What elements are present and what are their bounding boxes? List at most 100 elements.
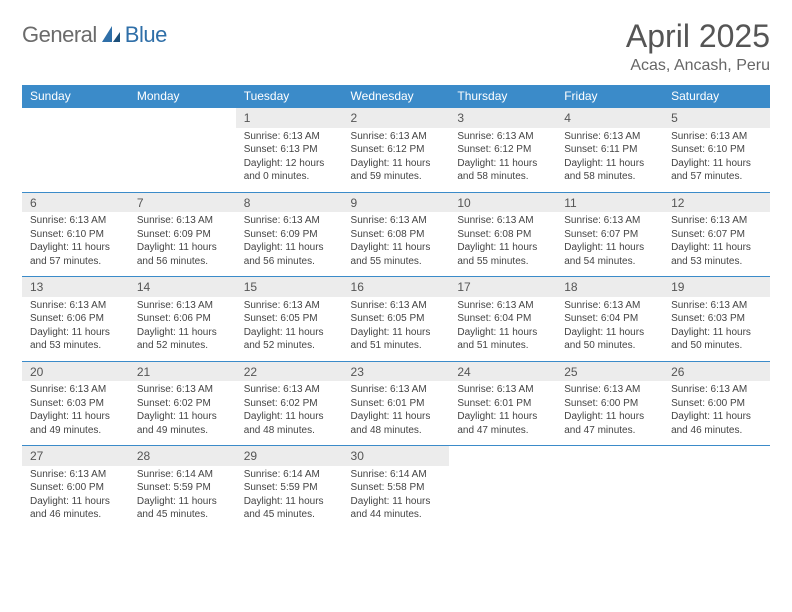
sunrise-text: Sunrise: 6:13 AM: [30, 214, 121, 228]
sunrise-text: Sunrise: 6:13 AM: [137, 299, 228, 313]
daylight-text: Daylight: 11 hours and 50 minutes.: [564, 326, 655, 353]
sunrise-text: Sunrise: 6:13 AM: [457, 214, 548, 228]
day-number-cell: 23: [343, 361, 450, 381]
day-number-cell: 20: [22, 361, 129, 381]
sunset-text: Sunset: 6:07 PM: [564, 228, 655, 242]
week-content-row: Sunrise: 6:13 AMSunset: 6:10 PMDaylight:…: [22, 212, 770, 277]
sunset-text: Sunset: 6:06 PM: [30, 312, 121, 326]
day-content-cell: Sunrise: 6:13 AMSunset: 6:09 PMDaylight:…: [129, 212, 236, 277]
sunrise-text: Sunrise: 6:13 AM: [244, 214, 335, 228]
day-header: Wednesday: [343, 85, 450, 108]
sunrise-text: Sunrise: 6:13 AM: [671, 214, 762, 228]
sunset-text: Sunset: 6:00 PM: [30, 481, 121, 495]
day-content-cell: Sunrise: 6:13 AMSunset: 6:02 PMDaylight:…: [236, 381, 343, 446]
day-header: Sunday: [22, 85, 129, 108]
daylight-text: Daylight: 11 hours and 49 minutes.: [30, 410, 121, 437]
day-content-cell: Sunrise: 6:13 AMSunset: 6:09 PMDaylight:…: [236, 212, 343, 277]
day-content-cell: Sunrise: 6:13 AMSunset: 6:05 PMDaylight:…: [343, 297, 450, 362]
sunrise-text: Sunrise: 6:13 AM: [351, 299, 442, 313]
daylight-text: Daylight: 11 hours and 50 minutes.: [671, 326, 762, 353]
sunrise-text: Sunrise: 6:13 AM: [244, 299, 335, 313]
daylight-text: Daylight: 11 hours and 48 minutes.: [244, 410, 335, 437]
day-number-cell: 6: [22, 192, 129, 212]
week-content-row: Sunrise: 6:13 AMSunset: 6:13 PMDaylight:…: [22, 128, 770, 193]
day-header: Thursday: [449, 85, 556, 108]
sunset-text: Sunset: 6:05 PM: [244, 312, 335, 326]
brand-text-2: Blue: [125, 22, 167, 48]
day-content-cell: Sunrise: 6:13 AMSunset: 6:06 PMDaylight:…: [22, 297, 129, 362]
daylight-text: Daylight: 11 hours and 45 minutes.: [137, 495, 228, 522]
day-content-cell: Sunrise: 6:13 AMSunset: 6:01 PMDaylight:…: [343, 381, 450, 446]
sunset-text: Sunset: 6:07 PM: [671, 228, 762, 242]
day-number-cell: 18: [556, 277, 663, 297]
day-number-cell: 3: [449, 108, 556, 128]
sunset-text: Sunset: 6:02 PM: [244, 397, 335, 411]
sunset-text: Sunset: 6:03 PM: [671, 312, 762, 326]
daylight-text: Daylight: 11 hours and 57 minutes.: [30, 241, 121, 268]
daylight-text: Daylight: 11 hours and 48 minutes.: [351, 410, 442, 437]
daylight-text: Daylight: 11 hours and 53 minutes.: [671, 241, 762, 268]
day-content-cell: [663, 466, 770, 530]
daylight-text: Daylight: 11 hours and 56 minutes.: [244, 241, 335, 268]
day-number-cell: 12: [663, 192, 770, 212]
day-content-cell: Sunrise: 6:13 AMSunset: 6:00 PMDaylight:…: [22, 466, 129, 530]
week-number-row: 12345: [22, 108, 770, 128]
daylight-text: Daylight: 11 hours and 55 minutes.: [351, 241, 442, 268]
day-number-cell: 22: [236, 361, 343, 381]
day-content-cell: [22, 128, 129, 193]
day-content-cell: Sunrise: 6:13 AMSunset: 6:08 PMDaylight:…: [343, 212, 450, 277]
day-content-cell: Sunrise: 6:13 AMSunset: 6:08 PMDaylight:…: [449, 212, 556, 277]
sunset-text: Sunset: 6:08 PM: [457, 228, 548, 242]
sunset-text: Sunset: 5:59 PM: [137, 481, 228, 495]
day-number-cell: 10: [449, 192, 556, 212]
day-content-cell: Sunrise: 6:13 AMSunset: 6:07 PMDaylight:…: [663, 212, 770, 277]
sunrise-text: Sunrise: 6:13 AM: [457, 383, 548, 397]
day-content-cell: [129, 128, 236, 193]
sunrise-text: Sunrise: 6:13 AM: [244, 130, 335, 144]
sunset-text: Sunset: 6:12 PM: [351, 143, 442, 157]
month-title: April 2025: [626, 18, 770, 55]
day-content-cell: Sunrise: 6:13 AMSunset: 6:11 PMDaylight:…: [556, 128, 663, 193]
day-content-cell: Sunrise: 6:13 AMSunset: 6:04 PMDaylight:…: [449, 297, 556, 362]
brand-text-1: General: [22, 22, 97, 48]
day-content-cell: Sunrise: 6:14 AMSunset: 5:59 PMDaylight:…: [236, 466, 343, 530]
sunset-text: Sunset: 5:59 PM: [244, 481, 335, 495]
day-content-cell: Sunrise: 6:13 AMSunset: 6:10 PMDaylight:…: [663, 128, 770, 193]
sunrise-text: Sunrise: 6:14 AM: [137, 468, 228, 482]
daylight-text: Daylight: 11 hours and 56 minutes.: [137, 241, 228, 268]
day-number-cell: 4: [556, 108, 663, 128]
sunset-text: Sunset: 5:58 PM: [351, 481, 442, 495]
daylight-text: Daylight: 11 hours and 52 minutes.: [137, 326, 228, 353]
daylight-text: Daylight: 11 hours and 51 minutes.: [457, 326, 548, 353]
day-number-cell: 24: [449, 361, 556, 381]
day-number-cell: 2: [343, 108, 450, 128]
day-content-cell: Sunrise: 6:13 AMSunset: 6:12 PMDaylight:…: [343, 128, 450, 193]
sunrise-text: Sunrise: 6:13 AM: [564, 299, 655, 313]
sunset-text: Sunset: 6:12 PM: [457, 143, 548, 157]
daylight-text: Daylight: 11 hours and 47 minutes.: [457, 410, 548, 437]
day-number-cell: 8: [236, 192, 343, 212]
sunrise-text: Sunrise: 6:13 AM: [351, 214, 442, 228]
day-content-cell: Sunrise: 6:13 AMSunset: 6:01 PMDaylight:…: [449, 381, 556, 446]
sunset-text: Sunset: 6:03 PM: [30, 397, 121, 411]
day-content-cell: Sunrise: 6:13 AMSunset: 6:00 PMDaylight:…: [556, 381, 663, 446]
sunset-text: Sunset: 6:11 PM: [564, 143, 655, 157]
daylight-text: Daylight: 11 hours and 54 minutes.: [564, 241, 655, 268]
week-number-row: 27282930: [22, 446, 770, 466]
day-number-cell: 15: [236, 277, 343, 297]
daylight-text: Daylight: 11 hours and 51 minutes.: [351, 326, 442, 353]
sunset-text: Sunset: 6:08 PM: [351, 228, 442, 242]
day-number-cell: 9: [343, 192, 450, 212]
day-number-cell: 16: [343, 277, 450, 297]
sunset-text: Sunset: 6:05 PM: [351, 312, 442, 326]
day-content-cell: Sunrise: 6:13 AMSunset: 6:06 PMDaylight:…: [129, 297, 236, 362]
sunset-text: Sunset: 6:00 PM: [671, 397, 762, 411]
page-header: General Blue April 2025 Acas, Ancash, Pe…: [22, 18, 770, 75]
sunrise-text: Sunrise: 6:13 AM: [564, 214, 655, 228]
day-content-cell: [556, 466, 663, 530]
daylight-text: Daylight: 11 hours and 53 minutes.: [30, 326, 121, 353]
sunrise-text: Sunrise: 6:13 AM: [351, 130, 442, 144]
day-number-cell: 21: [129, 361, 236, 381]
day-number-cell: 7: [129, 192, 236, 212]
day-content-cell: Sunrise: 6:13 AMSunset: 6:07 PMDaylight:…: [556, 212, 663, 277]
